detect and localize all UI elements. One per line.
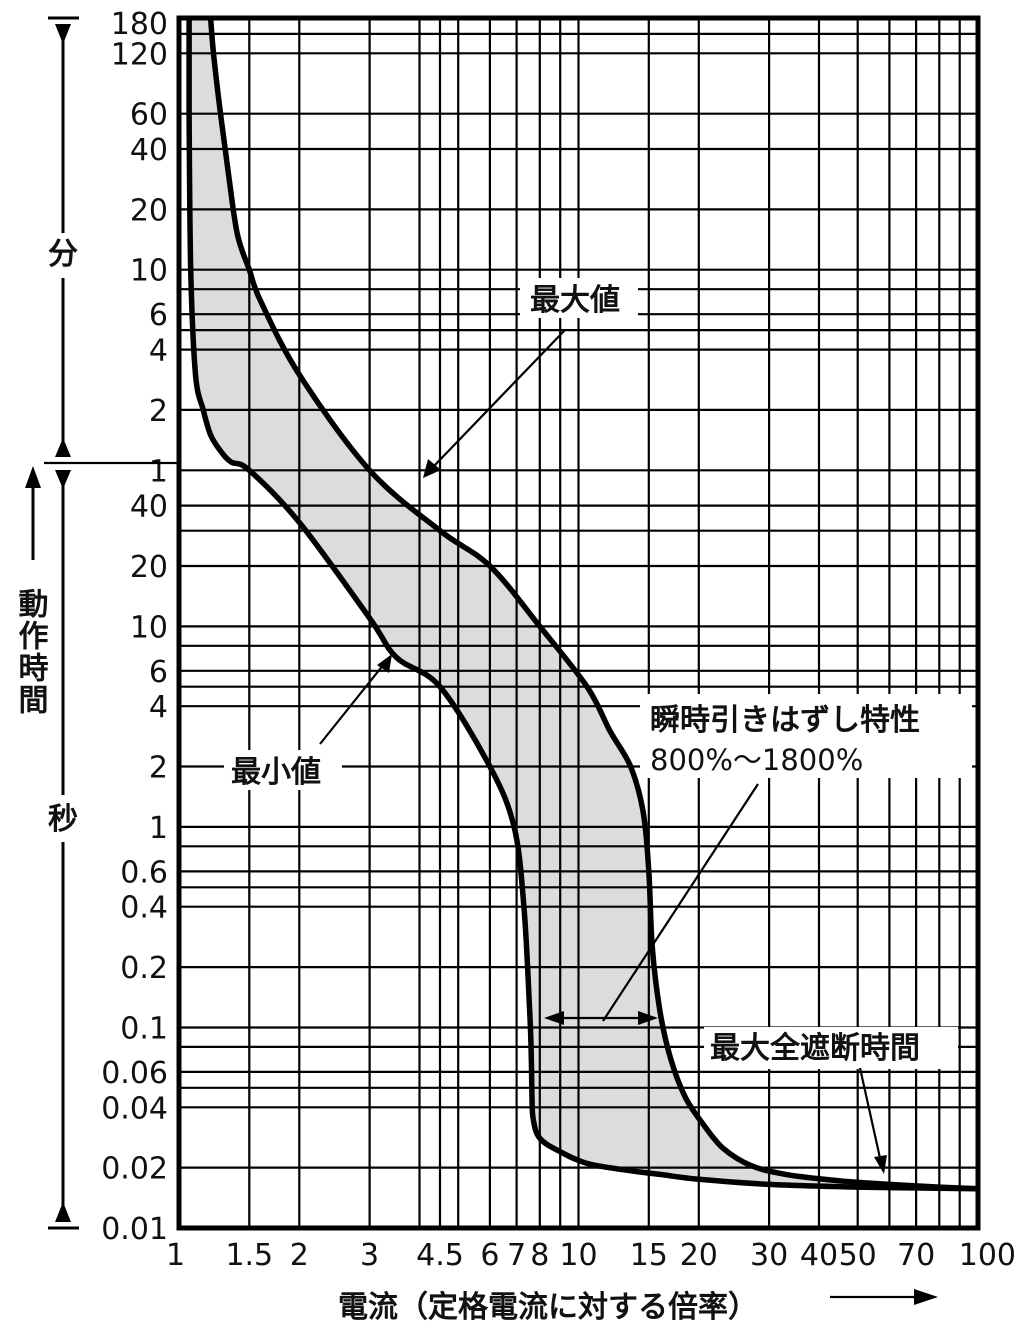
total-clear-arrowhead-icon: [874, 1155, 887, 1174]
max-pointer-arrowhead-icon: [423, 459, 441, 478]
x-tick-label: 10: [559, 1238, 597, 1273]
y-tick-label: 2: [149, 394, 168, 429]
instant-trip-label-bg: [640, 694, 972, 778]
y-tick-label: 40: [130, 133, 168, 168]
y-tick-label: 0.6: [120, 855, 168, 890]
series-line-max: [207, 17, 979, 1192]
min-value-label: 最小値: [231, 755, 321, 790]
x-axis-title: 電流（定格電流に対する倍率）: [338, 1290, 758, 1325]
x-tick-label: 40: [800, 1238, 838, 1273]
series-line-min: [186, 17, 979, 1192]
x-tick-label: 4.5: [416, 1238, 464, 1273]
tolerance-band: [189, 18, 979, 1189]
y-tick-label: 10: [130, 610, 168, 645]
x-tick-label: 1: [166, 1238, 185, 1273]
x-tick-label: 70: [897, 1238, 935, 1273]
instant-trip-pointer-line: [602, 783, 759, 1022]
y-tick-label: 180: [111, 7, 168, 42]
arrowhead-icon: [55, 438, 71, 457]
x-axis-arrow-icon: [914, 1289, 938, 1305]
max-label-bg: [520, 278, 638, 318]
total-clear-pointer-line: [858, 1067, 882, 1159]
arrowhead-icon: [55, 24, 71, 44]
y-tick-label: 0.04: [101, 1091, 168, 1126]
y-tick-label: 1: [149, 454, 168, 489]
min-pointer-line: [319, 663, 385, 745]
range-arrow-right-icon: [638, 1011, 658, 1025]
x-tick-label: 8: [530, 1238, 549, 1273]
y-tick-label: 2: [149, 751, 168, 786]
x-tick-label: 1.5: [225, 1238, 273, 1273]
y-tick-label: 0.4: [120, 891, 168, 926]
y-tick-label: 40: [130, 490, 168, 525]
x-tick-label: 30: [750, 1238, 788, 1273]
y-axis-title: 動作時間: [13, 588, 49, 716]
x-tick-label: 50: [839, 1238, 877, 1273]
arrowhead-icon: [55, 1202, 71, 1222]
instant-trip-range: 800%～1800%: [650, 743, 863, 777]
max-value-label: 最大値: [530, 283, 620, 318]
y-tick-label: 6: [149, 655, 168, 690]
min-pointer-arrowhead-icon: [377, 654, 392, 673]
x-tick-label: 20: [680, 1238, 718, 1273]
x-tick-label: 6: [480, 1238, 499, 1273]
y-tick-label: 0.02: [101, 1152, 168, 1187]
total-clear-label-bg: [704, 1027, 958, 1069]
y-tick-label: 120: [111, 37, 168, 72]
minutes-unit-label: 分: [48, 237, 78, 272]
plot-frame: [176, 15, 981, 1231]
y-tick-label: 0.01: [101, 1212, 168, 1247]
y-tick-label: 0.2: [120, 951, 168, 986]
x-tick-label: 2: [290, 1238, 309, 1273]
y-tick-label: 0.1: [120, 1012, 168, 1047]
ylabel-up-arrow-icon: [25, 466, 41, 488]
x-tick-label: 7: [507, 1238, 526, 1273]
y-tick-label: 10: [130, 254, 168, 289]
total-clearing-time-label: 最大全遮断時間: [710, 1031, 920, 1066]
y-tick-label: 60: [130, 98, 168, 133]
seconds-unit-label: 秒: [48, 802, 78, 837]
y-tick-label: 4: [149, 690, 168, 725]
x-tick-label: 15: [630, 1238, 668, 1273]
arrowhead-icon: [55, 470, 71, 489]
instant-trip-title: 瞬時引きはずし特性: [650, 703, 920, 738]
y-tick-label: 0.06: [101, 1056, 168, 1091]
max-pointer-line: [433, 329, 566, 467]
x-tick-label: 3: [360, 1238, 379, 1273]
x-tick-label: 100: [959, 1238, 1016, 1273]
y-tick-label: 1: [149, 811, 168, 846]
y-tick-label: 4: [149, 334, 168, 369]
y-tick-label: 20: [130, 550, 168, 585]
y-tick-label: 6: [149, 298, 168, 333]
y-tick-label: 20: [130, 193, 168, 228]
range-arrow-left-icon: [544, 1011, 564, 1025]
min-label-bg: [224, 750, 342, 790]
